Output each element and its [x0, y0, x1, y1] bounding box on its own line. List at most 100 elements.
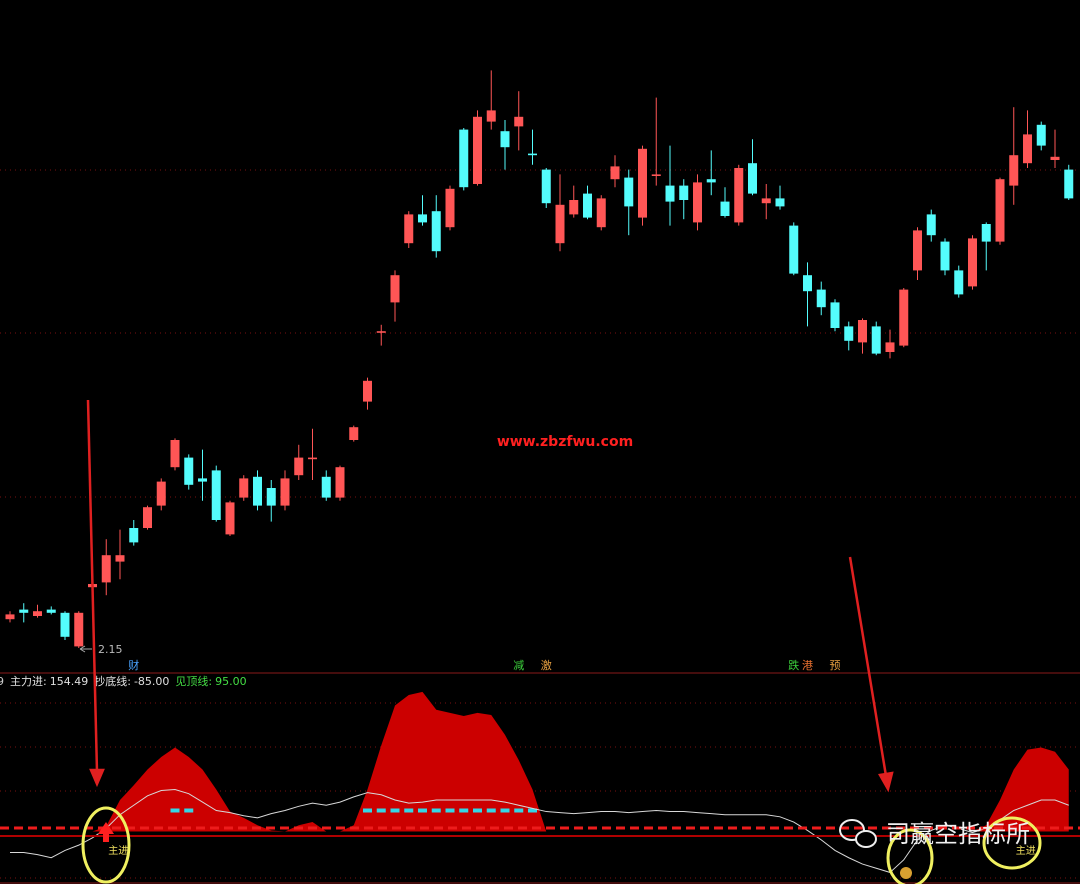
- candle-body: [363, 380, 372, 402]
- candle-body: [101, 555, 111, 583]
- candle-body: [844, 326, 854, 341]
- candle-body: [940, 241, 950, 271]
- signal-mark: [418, 808, 427, 813]
- candle-body: [376, 331, 386, 333]
- candle-body: [761, 198, 771, 204]
- candle-body: [693, 182, 702, 223]
- legend-label: 见顶线:: [175, 674, 212, 688]
- candle-body: [1036, 124, 1046, 146]
- candle-body: [308, 457, 317, 460]
- arrow-head: [89, 768, 105, 788]
- candle-body: [1023, 134, 1032, 164]
- indicator-legend: 9 主力进: 154.49 抄底线: -85.00 见顶线: 95.00: [0, 674, 247, 688]
- legend-label: 抄底线:: [94, 674, 131, 688]
- up-arrow-icon: [98, 822, 114, 842]
- indicator-line: [10, 788, 1069, 874]
- legend-prefix: 9: [0, 675, 4, 688]
- event-label: 财: [128, 658, 139, 672]
- candle-body: [445, 188, 455, 228]
- candle-body: [528, 153, 537, 156]
- circle: [886, 828, 934, 884]
- indicator-pane: [10, 691, 1069, 874]
- candle-body: [748, 163, 757, 194]
- candle-body: [720, 201, 730, 216]
- circle: [982, 816, 1042, 870]
- circle: [81, 806, 131, 884]
- candle-body: [431, 211, 441, 252]
- signal-mark: [376, 808, 386, 813]
- candle-body: [500, 131, 510, 148]
- signal-mark: [445, 808, 455, 813]
- highlight-circles: [81, 806, 1042, 884]
- candle-body: [1050, 156, 1060, 160]
- candle-body: [198, 478, 207, 482]
- candle-body: [871, 326, 881, 354]
- candle-body: [816, 289, 826, 308]
- candle-body: [170, 440, 180, 468]
- event-label: 预: [830, 659, 841, 672]
- candle-body: [734, 168, 744, 223]
- candle-body: [679, 185, 689, 200]
- candle-body: [514, 116, 524, 127]
- candle-body: [253, 476, 262, 506]
- main-force-area: [10, 691, 1069, 832]
- candle-body: [349, 427, 359, 440]
- brand: 司赢空指标所: [886, 820, 1030, 848]
- price-pane: [5, 70, 1074, 648]
- candle-body: [266, 488, 276, 506]
- candle-body: [5, 614, 15, 620]
- legend-value: 154.49: [50, 675, 89, 688]
- candle-body: [913, 230, 922, 271]
- candle-body: [418, 214, 427, 223]
- legend-label: 主力进:: [10, 675, 47, 688]
- candle-body: [46, 609, 56, 613]
- grid: [0, 169, 1080, 879]
- candle-body: [404, 214, 414, 244]
- candle-body: [294, 457, 304, 476]
- candle-body: [596, 198, 606, 228]
- event-label: 港: [802, 659, 813, 672]
- candle-body: [321, 476, 331, 498]
- icon-bubble: [855, 830, 877, 848]
- annotation-arrows: [86, 399, 894, 793]
- candle-body: [1009, 155, 1019, 186]
- signal-mark: [170, 808, 180, 813]
- candle-body: [775, 198, 785, 207]
- arrow-head: [878, 771, 894, 793]
- candle-body: [954, 270, 964, 295]
- signal-mark: [500, 808, 510, 813]
- candle-body: [129, 528, 139, 543]
- arrow: [86, 399, 99, 773]
- candle-body: [33, 611, 42, 616]
- signal-label: 主进: [108, 845, 128, 857]
- signal-mark: [459, 808, 469, 813]
- money-bag-icon: [900, 867, 912, 879]
- event-label: 跌: [788, 658, 799, 672]
- candle-body: [885, 342, 895, 352]
- candle-body: [280, 478, 290, 506]
- icon-bubble: [839, 819, 865, 841]
- candle-body: [981, 224, 991, 242]
- candle-body: [899, 289, 909, 346]
- candle-body: [19, 609, 29, 613]
- candle-body: [926, 214, 936, 236]
- candle-body: [968, 238, 977, 287]
- legend-value: 95.00: [215, 675, 247, 688]
- candle-body: [211, 470, 221, 520]
- candle-body: [706, 179, 716, 183]
- candle-body: [390, 275, 400, 303]
- signal-mark: [390, 808, 400, 813]
- arrow: [848, 556, 888, 777]
- candle-body: [789, 225, 799, 274]
- candle-body: [74, 612, 84, 647]
- signal-mark: [404, 808, 414, 813]
- url-watermark: www.zbzfwu.com: [497, 434, 633, 450]
- candle-body: [184, 457, 194, 485]
- candle-body: [610, 166, 620, 180]
- candle-body: [486, 110, 496, 122]
- signal-mark: [528, 808, 537, 813]
- low-label: 2.15: [98, 643, 123, 656]
- signal-mark: [363, 808, 372, 813]
